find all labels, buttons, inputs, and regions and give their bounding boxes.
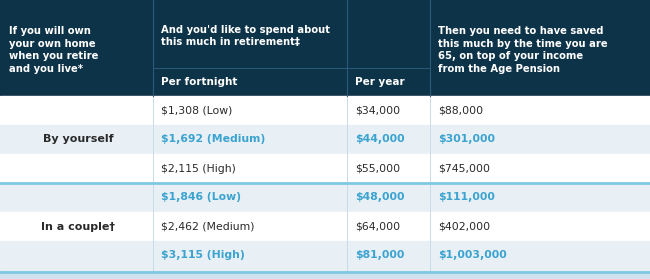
Text: $111,000: $111,000 — [438, 193, 495, 203]
Bar — [0, 183, 650, 212]
Text: $48,000: $48,000 — [355, 193, 404, 203]
Text: And you'd like to spend about
this much in retirement‡: And you'd like to spend about this much … — [161, 25, 330, 47]
Text: If you will own
your own home
when you retire
and you live*: If you will own your own home when you r… — [9, 26, 98, 74]
Text: $402,000: $402,000 — [438, 222, 490, 232]
Text: $81,000: $81,000 — [355, 251, 404, 261]
Text: $2,115 (High): $2,115 (High) — [161, 163, 236, 174]
Text: $64,000: $64,000 — [355, 222, 400, 232]
Text: $1,846 (Low): $1,846 (Low) — [161, 193, 241, 203]
Text: Then you need to have saved
this much by the time you are
65, on top of your inc: Then you need to have saved this much by… — [438, 26, 608, 74]
Text: $2,462 (Medium): $2,462 (Medium) — [161, 222, 255, 232]
Text: In a couple†: In a couple† — [41, 222, 115, 232]
Bar — [0, 212, 650, 241]
Text: Per year: Per year — [355, 77, 404, 87]
Text: $88,000: $88,000 — [438, 105, 483, 116]
Text: $301,000: $301,000 — [438, 134, 495, 145]
Bar — [0, 241, 650, 270]
Text: By yourself: By yourself — [43, 134, 113, 145]
Text: Per fortnight: Per fortnight — [161, 77, 237, 87]
Bar — [0, 0, 650, 96]
Text: $1,692 (Medium): $1,692 (Medium) — [161, 134, 265, 145]
Text: $3,115 (High): $3,115 (High) — [161, 251, 245, 261]
Text: $44,000: $44,000 — [355, 134, 404, 145]
Text: $745,000: $745,000 — [438, 163, 490, 174]
Text: $1,308 (Low): $1,308 (Low) — [161, 105, 233, 116]
Text: $1,003,000: $1,003,000 — [438, 251, 507, 261]
Bar — [0, 125, 650, 154]
Bar — [0, 96, 650, 125]
Text: $55,000: $55,000 — [355, 163, 400, 174]
Bar — [0, 154, 650, 183]
Text: $34,000: $34,000 — [355, 105, 400, 116]
